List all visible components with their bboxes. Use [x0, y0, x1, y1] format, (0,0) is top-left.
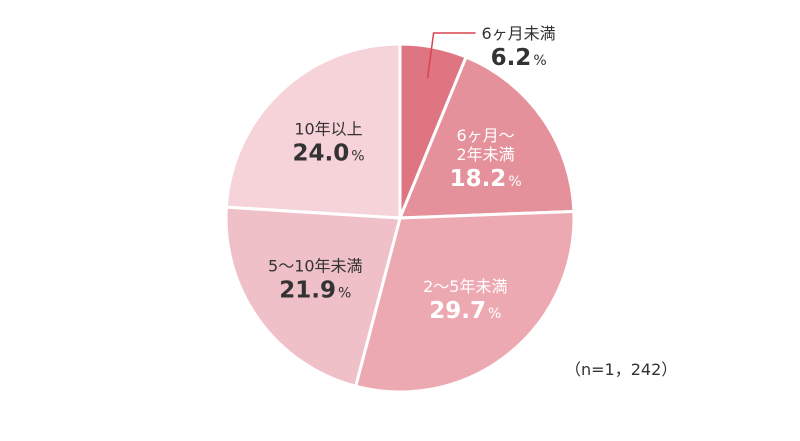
pie-slice-3: [354, 209, 576, 394]
slice-value-2: 18.2%: [450, 166, 522, 192]
pie-slices: [224, 42, 576, 394]
callout-lines: [426, 32, 476, 79]
pie-slice-4: [224, 205, 402, 388]
pie-slice-2: [398, 55, 576, 220]
sample-size-note: （n=1，242）: [565, 360, 677, 379]
slice-value-4: 21.9%: [279, 278, 351, 304]
slice-label-4: 5～10年未満: [268, 257, 363, 276]
slice-label-2-line-1: 6ヶ月～: [457, 126, 515, 145]
callout-line-1: [426, 32, 476, 79]
slice-label-2-line-2: 2年未満: [457, 145, 515, 164]
slice-label-1: 6ヶ月未満: [482, 24, 556, 43]
slice-label-3: 2～5年未満: [423, 277, 507, 296]
slice-value-3: 29.7%: [429, 298, 501, 324]
pie-slice-5: [224, 42, 402, 220]
slice-label-5: 10年以上: [294, 119, 362, 138]
slice-value-1: 6.2%: [491, 45, 547, 71]
slice-labels: 6ヶ月未満 6.2 % 6ヶ月～2年未満 18.2 % 2～5年未満 29.7 % 5～10年未満…: [268, 24, 556, 324]
slice-value-5: 24.0%: [292, 140, 364, 166]
